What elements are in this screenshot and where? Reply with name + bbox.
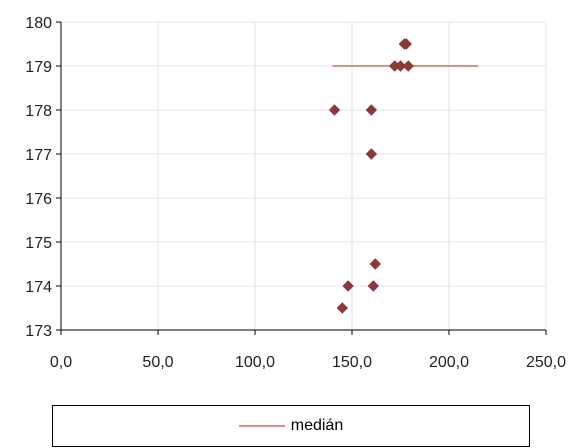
data-point — [342, 280, 354, 292]
legend-label-median: medián — [290, 417, 344, 434]
x-tick-label: 0,0 — [50, 354, 72, 371]
data-point — [365, 104, 378, 116]
data-point — [328, 104, 341, 116]
data-point — [369, 258, 381, 270]
y-tick-label: 180 — [25, 15, 52, 32]
y-axis-tick-labels: 173 174 175 176 177 178 179 180 — [25, 15, 52, 340]
x-tick-label: 150,0 — [332, 354, 372, 371]
y-tick-label: 174 — [25, 279, 52, 296]
x-tick-label: 200,0 — [429, 354, 469, 371]
data-points-layer — [328, 38, 414, 314]
y-tick-label: 179 — [25, 59, 52, 76]
legend: medián — [52, 405, 530, 447]
data-point — [398, 38, 411, 50]
data-point — [367, 280, 380, 292]
x-tick-label: 50,0 — [142, 354, 173, 371]
x-axis-tick-labels: 0,0 50,0 100,0 150,0 200,0 250,0 — [50, 354, 566, 371]
legend-item-median: medián — [53, 406, 529, 446]
data-point — [394, 60, 407, 72]
y-tick-label: 178 — [25, 103, 52, 120]
y-tick-label: 175 — [25, 235, 52, 252]
scatter-chart: 173 174 175 176 177 178 179 180 0,0 50,0 100,0 150… — [25, 15, 566, 371]
data-point — [402, 60, 414, 72]
axes — [56, 21, 547, 335]
x-tick-label: 100,0 — [235, 354, 275, 371]
y-tick-label: 173 — [25, 323, 52, 340]
data-point — [336, 302, 349, 314]
legend-swatch-median — [238, 425, 285, 427]
data-point — [365, 148, 378, 160]
x-tick-label: 250,0 — [526, 354, 566, 371]
grid-lines — [61, 21, 547, 330]
y-tick-label: 176 — [25, 191, 52, 208]
y-tick-label: 177 — [25, 147, 52, 164]
